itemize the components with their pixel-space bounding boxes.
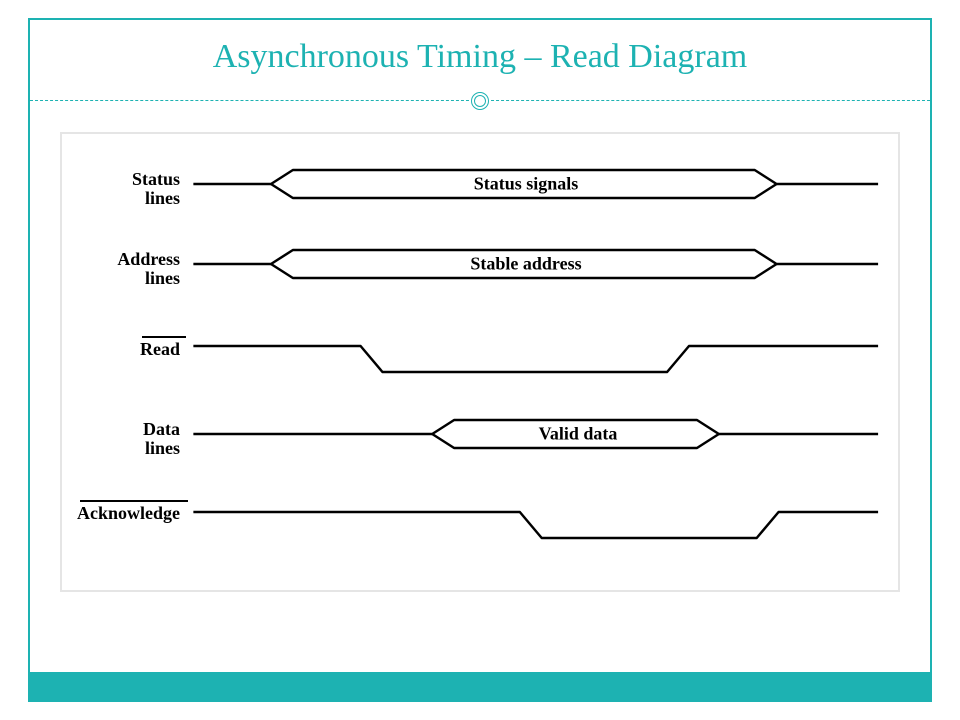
address-label: Address lines [117, 250, 180, 288]
timing-diagram: Status lines Status signals Address lines S… [60, 132, 900, 592]
read-label: Read [140, 340, 180, 359]
divider-ornament [469, 90, 491, 112]
status-text: Status signals [474, 174, 579, 195]
data-text: Valid data [539, 424, 618, 445]
footer-bar [30, 672, 930, 700]
ack-overline [80, 500, 188, 502]
address-text: Stable address [470, 254, 581, 275]
slide-frame: Asynchronous Timing – Read Diagram Statu… [28, 18, 932, 702]
title-divider [30, 90, 930, 112]
timing-svg [62, 134, 898, 590]
read-overline [142, 336, 186, 338]
slide-title: Asynchronous Timing – Read Diagram [30, 20, 930, 90]
status-label: Status lines [132, 170, 180, 208]
ack-label: Acknowledge [77, 504, 180, 523]
data-label: Data lines [143, 420, 180, 458]
